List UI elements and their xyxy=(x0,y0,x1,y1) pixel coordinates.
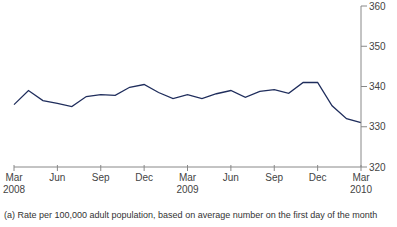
svg-text:320: 320 xyxy=(369,162,386,173)
svg-text:Jun: Jun xyxy=(49,172,65,183)
svg-text:330: 330 xyxy=(369,121,386,132)
svg-text:Sep: Sep xyxy=(92,172,110,183)
html-text:(a) Rate per 100,000 adult pop: (a) Rate per 100,000 adult population, b… xyxy=(4,210,378,220)
svg-text:360: 360 xyxy=(369,1,386,12)
svg-text:350: 350 xyxy=(369,41,386,52)
svg-text:Sep: Sep xyxy=(265,172,283,183)
svg-text:Mar2009: Mar2009 xyxy=(176,172,199,195)
svg-text:Dec: Dec xyxy=(135,172,153,183)
svg-text:Mar2008: Mar2008 xyxy=(8,172,26,195)
svg-text:Dec: Dec xyxy=(309,172,327,183)
svg-text:Mar2010: Mar2010 xyxy=(350,172,373,195)
svg-text:Jun: Jun xyxy=(223,172,239,183)
svg-text:340: 340 xyxy=(369,81,386,92)
